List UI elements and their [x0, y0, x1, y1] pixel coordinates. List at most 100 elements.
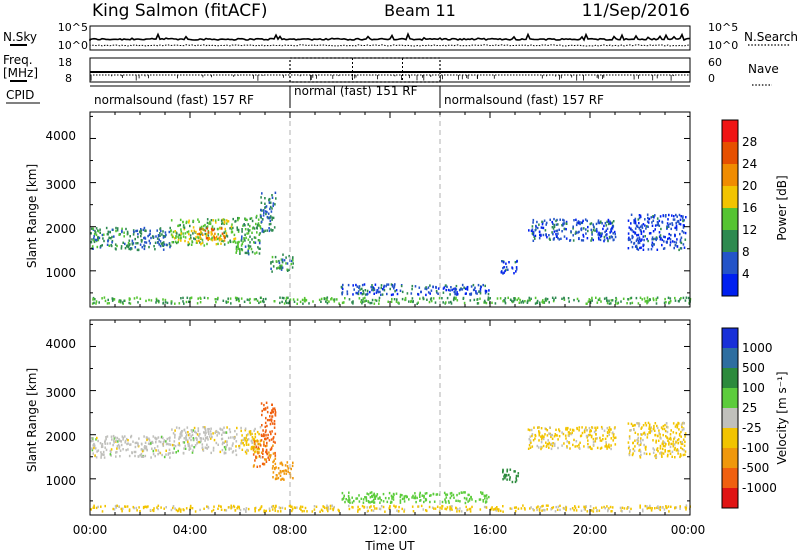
echo-cell: [366, 492, 368, 495]
echo-cell: [400, 284, 403, 288]
echo-cell: [111, 235, 113, 239]
echo-cell: [265, 450, 267, 454]
echo-cell: [332, 507, 334, 511]
echo-cell: [227, 241, 230, 244]
echo-cell: [677, 219, 680, 223]
echo-cell: [166, 301, 169, 305]
echo-cell: [485, 506, 488, 509]
echo-cell: [567, 426, 569, 430]
power-y-tick: 1000: [45, 266, 76, 280]
echo-cell: [250, 247, 253, 251]
echo-cell: [532, 231, 535, 234]
echo-cell: [476, 292, 478, 295]
echo-cell: [251, 231, 253, 234]
echo-cell: [555, 233, 557, 236]
echo-cell: [202, 426, 204, 429]
echo-cell: [163, 243, 166, 246]
echo-cell: [178, 426, 181, 430]
echo-cell: [274, 409, 276, 412]
echo-cell: [671, 455, 673, 458]
echo-cell: [572, 429, 575, 432]
echo-cell: [113, 441, 115, 444]
echo-cell: [200, 225, 203, 229]
echo-cell: [259, 507, 262, 510]
echo-cell: [596, 230, 598, 233]
echo-cell: [592, 440, 595, 444]
echo-cell: [202, 449, 205, 452]
echo-cell: [444, 493, 447, 496]
echo-cell: [159, 234, 161, 237]
echo-cell: [183, 302, 185, 305]
echo-cell: [248, 298, 250, 302]
echo-cell: [558, 238, 561, 241]
echo-cell: [124, 505, 127, 508]
echo-cell: [455, 499, 457, 502]
echo-cell: [528, 444, 531, 447]
echo-cell: [372, 286, 374, 289]
echo-cell: [170, 300, 173, 303]
echo-cell: [244, 245, 247, 248]
echo-cell: [659, 215, 662, 218]
echo-cell: [107, 230, 110, 233]
echo-cell: [593, 430, 596, 434]
echo-cell: [124, 435, 126, 438]
echo-cell: [441, 507, 443, 510]
echo-cell: [152, 235, 154, 238]
velocity-colorbar: 1000 500 100 25 -25 -100 -500 -1000 Velo…: [721, 327, 789, 509]
echo-cell: [121, 227, 123, 230]
echo-cell: [483, 505, 486, 509]
echo-cell: [338, 302, 340, 305]
echo-cell: [661, 447, 664, 451]
echo-cell: [182, 300, 184, 303]
echo-cell: [137, 444, 139, 447]
echo-cell: [172, 241, 175, 244]
echo-cell: [450, 491, 453, 495]
echo-cell: [285, 301, 288, 305]
echo-cell: [603, 238, 606, 241]
echo-cell: [136, 248, 139, 252]
echo-cell: [234, 436, 236, 439]
echo-cell: [598, 238, 600, 241]
echo-cell: [545, 445, 548, 448]
echo-cell: [99, 244, 102, 248]
echo-cell: [612, 431, 614, 434]
freq-unit-label: [MHz]: [3, 66, 38, 80]
echo-cell: [351, 505, 353, 509]
echo-cell: [670, 438, 672, 441]
echo-cell: [263, 211, 265, 214]
echo-cell: [538, 439, 540, 442]
echo-cell: [162, 444, 165, 447]
echo-cell: [326, 302, 329, 305]
echo-cell: [582, 235, 585, 238]
power-colorbar-tick: 8: [742, 245, 750, 259]
echo-cell: [115, 439, 118, 442]
echo-cell: [220, 428, 222, 431]
echo-cell: [101, 233, 104, 237]
echo-cell: [139, 297, 142, 300]
echo-cell: [452, 493, 455, 497]
echo-cell: [482, 499, 484, 502]
echo-cell: [122, 438, 124, 441]
echo-cell: [260, 451, 263, 454]
echo-cell: [182, 224, 185, 227]
echo-cell: [537, 505, 539, 508]
echo-cell: [272, 204, 274, 208]
echo-cell: [557, 505, 560, 508]
echo-cell: [380, 505, 383, 508]
echo-cell: [118, 445, 121, 448]
echo-cell: [573, 438, 575, 442]
echo-cell: [180, 232, 182, 235]
echo-cell: [188, 442, 190, 446]
echo-cell: [538, 432, 540, 435]
echo-cell: [562, 222, 564, 225]
echo-cell: [600, 220, 602, 223]
echo-cell: [117, 443, 120, 447]
echo-cell: [257, 443, 259, 446]
echo-cell: [152, 509, 155, 512]
echo-cell: [445, 496, 448, 499]
nsky-label: N.Sky: [3, 30, 37, 44]
echo-cell: [249, 217, 252, 220]
power-colorbar-band: [722, 142, 738, 165]
echo-cell: [632, 424, 635, 427]
velocity-colorbar-band: [722, 428, 738, 449]
